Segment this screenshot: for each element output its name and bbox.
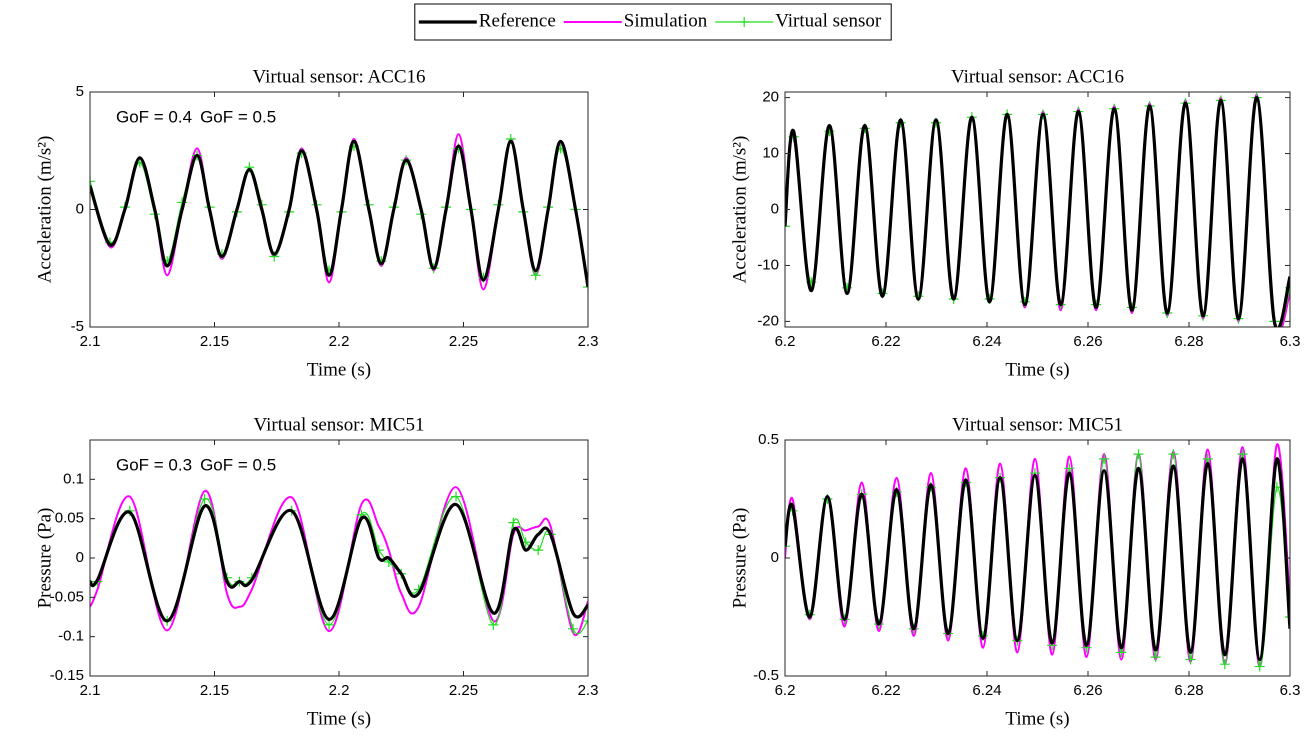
marker <box>451 491 462 502</box>
y-axis-label: Pressure (Pa) <box>34 508 55 609</box>
x-tick-label: 2.25 <box>449 682 478 699</box>
series-line <box>90 502 588 623</box>
y-tick-label: 0 <box>771 200 779 217</box>
marker <box>1168 449 1179 460</box>
legend-label: Virtual sensor <box>775 10 882 31</box>
x-tick-label: 6.3 <box>1280 333 1301 350</box>
plot-area <box>90 92 588 327</box>
x-tick-label: 6.24 <box>972 682 1001 699</box>
marker <box>1099 453 1110 464</box>
annotation: GoF = 0.5 <box>200 107 276 126</box>
x-tick-label: 2.2 <box>329 682 350 699</box>
y-tick-label: -5 <box>71 318 84 335</box>
marker <box>1150 652 1161 663</box>
series-line <box>785 95 1290 327</box>
y-tick-label: 5 <box>76 83 84 100</box>
y-tick-label: 0 <box>771 549 779 566</box>
plot-lines <box>90 133 588 293</box>
marker <box>785 221 790 232</box>
y-tick-label: -0.15 <box>50 667 84 684</box>
marker <box>1285 612 1290 622</box>
y-tick-label: -10 <box>757 256 779 273</box>
y-tick-label: 0 <box>76 200 84 217</box>
x-tick-label: 2.1 <box>80 682 101 699</box>
annotation: GoF = 0.4 <box>116 107 192 126</box>
marker <box>785 541 790 552</box>
marker <box>488 619 499 630</box>
legend-box <box>414 3 892 41</box>
x-axis-label: Time (s) <box>307 359 371 380</box>
series-line <box>90 139 588 288</box>
plot-lines <box>785 92 1290 327</box>
y-tick-label: -0.5 <box>753 667 779 684</box>
x-tick-label: 2.3 <box>578 682 599 699</box>
y-tick-label: 0.05 <box>55 510 84 527</box>
x-tick-label: 6.26 <box>1073 333 1102 350</box>
x-tick-label: 6.24 <box>972 333 1001 350</box>
marker <box>568 623 579 634</box>
marker <box>1185 654 1196 665</box>
x-tick-label: 6.22 <box>871 682 900 699</box>
marker <box>90 176 95 187</box>
y-axis-label: Acceleration (m/s²) <box>729 136 750 284</box>
annotation: GoF = 0.5 <box>200 455 276 474</box>
marker <box>508 517 519 528</box>
marker <box>1219 659 1230 670</box>
legend: Reference Simulation Virtual sensor <box>414 3 892 41</box>
y-tick-label: 0.5 <box>758 431 779 448</box>
y-axis-label: Pressure (Pa) <box>729 508 750 609</box>
marker <box>583 615 588 626</box>
x-tick-label: 2.15 <box>200 333 229 350</box>
x-tick-label: 6.22 <box>871 333 900 350</box>
y-tick-label: 20 <box>762 89 779 106</box>
marker <box>324 619 335 630</box>
x-axis-label: Time (s) <box>307 708 371 729</box>
chart-title: Virtual sensor: MIC51 <box>952 414 1123 435</box>
y-tick-label: -20 <box>757 312 779 329</box>
legend-label: Reference <box>479 10 556 31</box>
plot-lines <box>90 486 588 637</box>
marker <box>1254 661 1265 672</box>
marker <box>533 545 544 556</box>
y-tick-label: 0 <box>76 549 84 566</box>
marker <box>1133 449 1144 460</box>
x-tick-label: 6.26 <box>1073 682 1102 699</box>
plot-area <box>90 440 588 676</box>
x-tick-label: 2.2 <box>329 333 350 350</box>
chart-title: Virtual sensor: ACC16 <box>252 66 425 87</box>
y-tick-label: -0.1 <box>58 628 84 645</box>
y-tick-label: 10 <box>762 145 779 162</box>
x-tick-label: 6.3 <box>1280 682 1301 699</box>
x-tick-label: 6.2 <box>775 682 796 699</box>
marker <box>583 282 588 293</box>
x-axis-label: Time (s) <box>1005 359 1069 380</box>
x-tick-label: 2.1 <box>80 333 101 350</box>
x-tick-label: 6.28 <box>1174 333 1203 350</box>
x-tick-label: 2.3 <box>578 333 599 350</box>
plot-lines <box>785 443 1290 672</box>
x-tick-label: 6.28 <box>1174 682 1203 699</box>
marker <box>199 494 210 504</box>
chart-title: Virtual sensor: ACC16 <box>951 66 1124 87</box>
legend-marker <box>739 17 750 27</box>
x-tick-label: 2.25 <box>449 333 478 350</box>
y-tick-label: 0.1 <box>63 470 84 487</box>
y-tick-label: -0.05 <box>50 588 84 605</box>
series-line <box>785 457 1290 662</box>
x-axis-label: Time (s) <box>1005 708 1069 729</box>
x-tick-label: 2.15 <box>200 682 229 699</box>
plot-area <box>785 92 1290 327</box>
legend-label: Simulation <box>624 10 708 31</box>
y-axis-label: Acceleration (m/s²) <box>34 136 55 284</box>
chart-title: Virtual sensor: MIC51 <box>254 414 425 435</box>
x-tick-label: 6.2 <box>775 333 796 350</box>
annotation: GoF = 0.3 <box>116 455 192 474</box>
